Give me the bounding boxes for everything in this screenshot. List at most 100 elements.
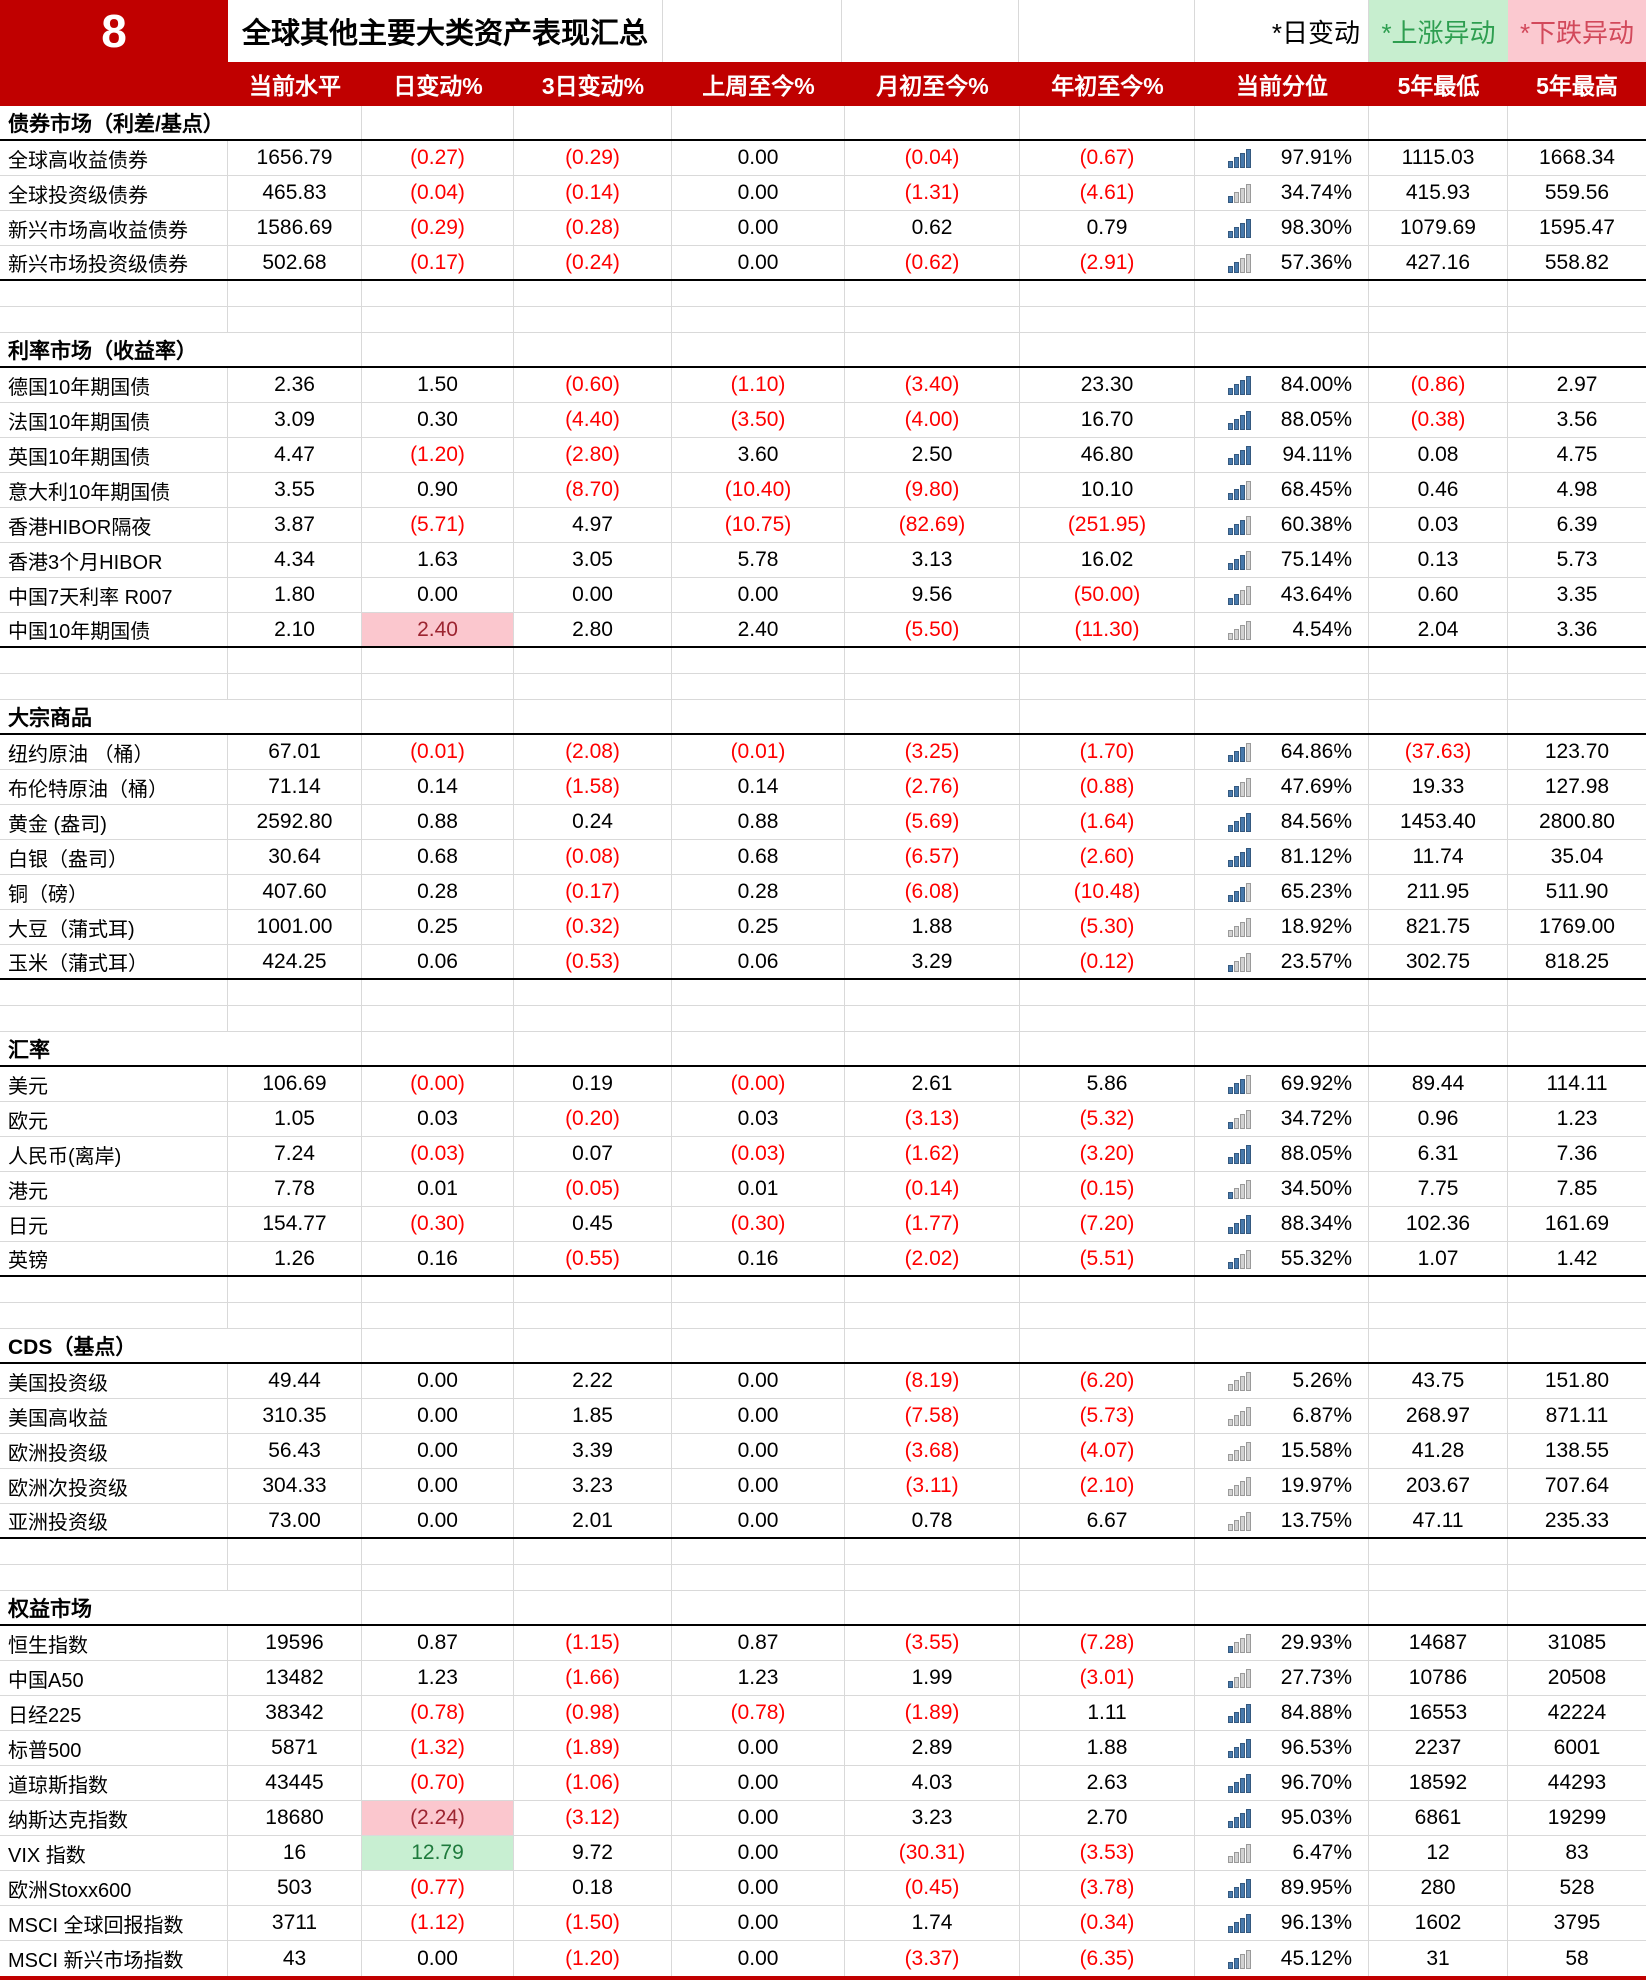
percentile-value: 6.87% — [1292, 1404, 1352, 1427]
cell-value: 0.62 — [911, 216, 953, 239]
section-header-cell — [1369, 1329, 1508, 1362]
cell-value: 502.68 — [262, 250, 327, 274]
cell-value: 0.08 — [1417, 443, 1459, 466]
cell-value: (251.95) — [1067, 513, 1147, 536]
spacer-cell — [1508, 674, 1646, 699]
value-cell: 0.03 — [672, 1102, 845, 1136]
value-cell: (6.57) — [845, 840, 1020, 874]
spacer-cell — [1195, 980, 1369, 1005]
section-header-cell — [1195, 1591, 1369, 1624]
cell-value: 1.26 — [274, 1246, 315, 1270]
value-cell: 1.85 — [514, 1399, 672, 1433]
value-cell: 12 — [1369, 1836, 1508, 1870]
percentile-cell: 13.75% — [1195, 1504, 1369, 1537]
value-cell: 818.25 — [1508, 945, 1646, 978]
value-cell: 13482 — [228, 1661, 362, 1695]
value-cell: 4.98 — [1508, 473, 1646, 507]
percentile-cell: 5.26% — [1195, 1364, 1369, 1398]
cell-value: 0.14 — [417, 775, 458, 798]
value-cell: 14687 — [1369, 1626, 1508, 1660]
spacer-cell — [0, 1539, 228, 1564]
cell-value: (9.80) — [904, 478, 960, 501]
value-cell: 1115.03 — [1369, 141, 1508, 175]
value-cell: 235.33 — [1508, 1504, 1646, 1537]
cell-value: 3.23 — [572, 1474, 613, 1497]
percentile-value: 64.86% — [1280, 740, 1352, 763]
value-cell: (1.06) — [514, 1766, 672, 1800]
cell-value: (1.50) — [565, 1911, 620, 1934]
value-cell: (11.30) — [1020, 613, 1195, 646]
cell-value: 0.00 — [572, 583, 613, 606]
cell-value: 4.75 — [1556, 443, 1598, 466]
cell-value: 161.69 — [1544, 1212, 1610, 1235]
percentile-bars-icon — [1228, 777, 1252, 797]
value-cell: 2592.80 — [228, 805, 362, 839]
cell-value: 2.70 — [1086, 1806, 1128, 1829]
section-header-cell — [672, 700, 845, 733]
value-cell: (0.14) — [845, 1172, 1020, 1206]
cell-value: 73.00 — [268, 1508, 321, 1532]
value-cell: (0.28) — [514, 211, 672, 245]
value-cell: (0.01) — [362, 735, 514, 769]
section-header-cell — [845, 1591, 1020, 1624]
cell-value: (3.78) — [1079, 1876, 1135, 1899]
spacer-cell — [845, 674, 1020, 699]
value-cell: 19.33 — [1369, 770, 1508, 804]
cell-value: (5.30) — [1079, 915, 1135, 938]
table-row: 欧洲投资级 56.43 0.00 3.39 0.00 (3.68) (4.07) 15.58%… — [0, 1434, 1646, 1469]
percentile-bars-icon — [1228, 253, 1252, 273]
cell-value: 0.00 — [737, 1508, 779, 1532]
cell-value: 1.88 — [1086, 1736, 1128, 1759]
value-cell: 7.85 — [1508, 1172, 1646, 1206]
value-cell: 2.61 — [845, 1067, 1020, 1101]
value-cell: (9.80) — [845, 473, 1020, 507]
value-cell: (1.10) — [672, 368, 845, 402]
value-cell: (0.29) — [514, 141, 672, 175]
value-cell: 0.16 — [672, 1242, 845, 1275]
value-cell: 1.42 — [1508, 1242, 1646, 1275]
value-cell: 1.50 — [362, 368, 514, 402]
value-cell: (1.89) — [514, 1731, 672, 1765]
cell-value: 465.83 — [262, 181, 327, 204]
cell-value: 71.14 — [268, 775, 321, 798]
percentile-cell: 75.14% — [1195, 543, 1369, 577]
section-title: 债券市场（利差/基点） — [8, 112, 224, 136]
spacer-cell — [0, 648, 228, 673]
table-row: 香港HIBOR隔夜 3.87 (5.71) 4.97 (10.75) (82.69) (25… — [0, 508, 1646, 543]
section-header-cell — [514, 106, 672, 139]
value-cell: 1656.79 — [228, 141, 362, 175]
spacer-row — [0, 281, 1646, 307]
row-label: 意大利10年期国债 — [0, 473, 228, 507]
row-label: MSCI 全球回报指数 — [0, 1906, 228, 1940]
table-row: 意大利10年期国债 3.55 0.90 (8.70) (10.40) (9.80) 10.1… — [0, 473, 1646, 508]
value-cell: 83 — [1508, 1836, 1646, 1870]
section-header-cell — [1369, 700, 1508, 733]
cell-value: 0.68 — [737, 845, 779, 868]
cell-value: 0.00 — [737, 1876, 779, 1899]
section-header-cell — [362, 1591, 514, 1624]
table-row: 新兴市场投资级债券 502.68 (0.17) (0.24) 0.00 (0.62) (2.… — [0, 246, 1646, 281]
table-row: 亚洲投资级 73.00 0.00 2.01 0.00 0.78 6.67 13.75% 47.1… — [0, 1504, 1646, 1539]
spacer-row — [0, 674, 1646, 700]
cell-value: (0.14) — [565, 181, 620, 204]
percentile-value: 97.91% — [1280, 146, 1352, 169]
cell-value: (1.77) — [904, 1212, 960, 1235]
cell-value: (82.69) — [898, 513, 966, 536]
value-cell: 1079.69 — [1369, 211, 1508, 245]
spacer-cell — [514, 980, 672, 1005]
value-cell: 5.86 — [1020, 1067, 1195, 1101]
cell-value: (0.70) — [410, 1771, 465, 1794]
value-cell: 0.68 — [362, 840, 514, 874]
cell-value: 11.74 — [1412, 845, 1464, 868]
value-cell: (0.30) — [672, 1207, 845, 1241]
value-cell: 0.00 — [672, 1731, 845, 1765]
cell-value: 43.75 — [1411, 1369, 1465, 1392]
title-spacer-cell — [663, 0, 842, 62]
value-cell: (1.66) — [514, 1661, 672, 1695]
cell-value: 2592.80 — [256, 810, 333, 833]
cell-value: 154.77 — [262, 1212, 327, 1235]
percentile-bars-icon — [1228, 1371, 1252, 1391]
value-cell: 44293 — [1508, 1766, 1646, 1800]
cell-value: 0.60 — [1417, 583, 1459, 606]
cell-value: 3.60 — [737, 443, 779, 466]
